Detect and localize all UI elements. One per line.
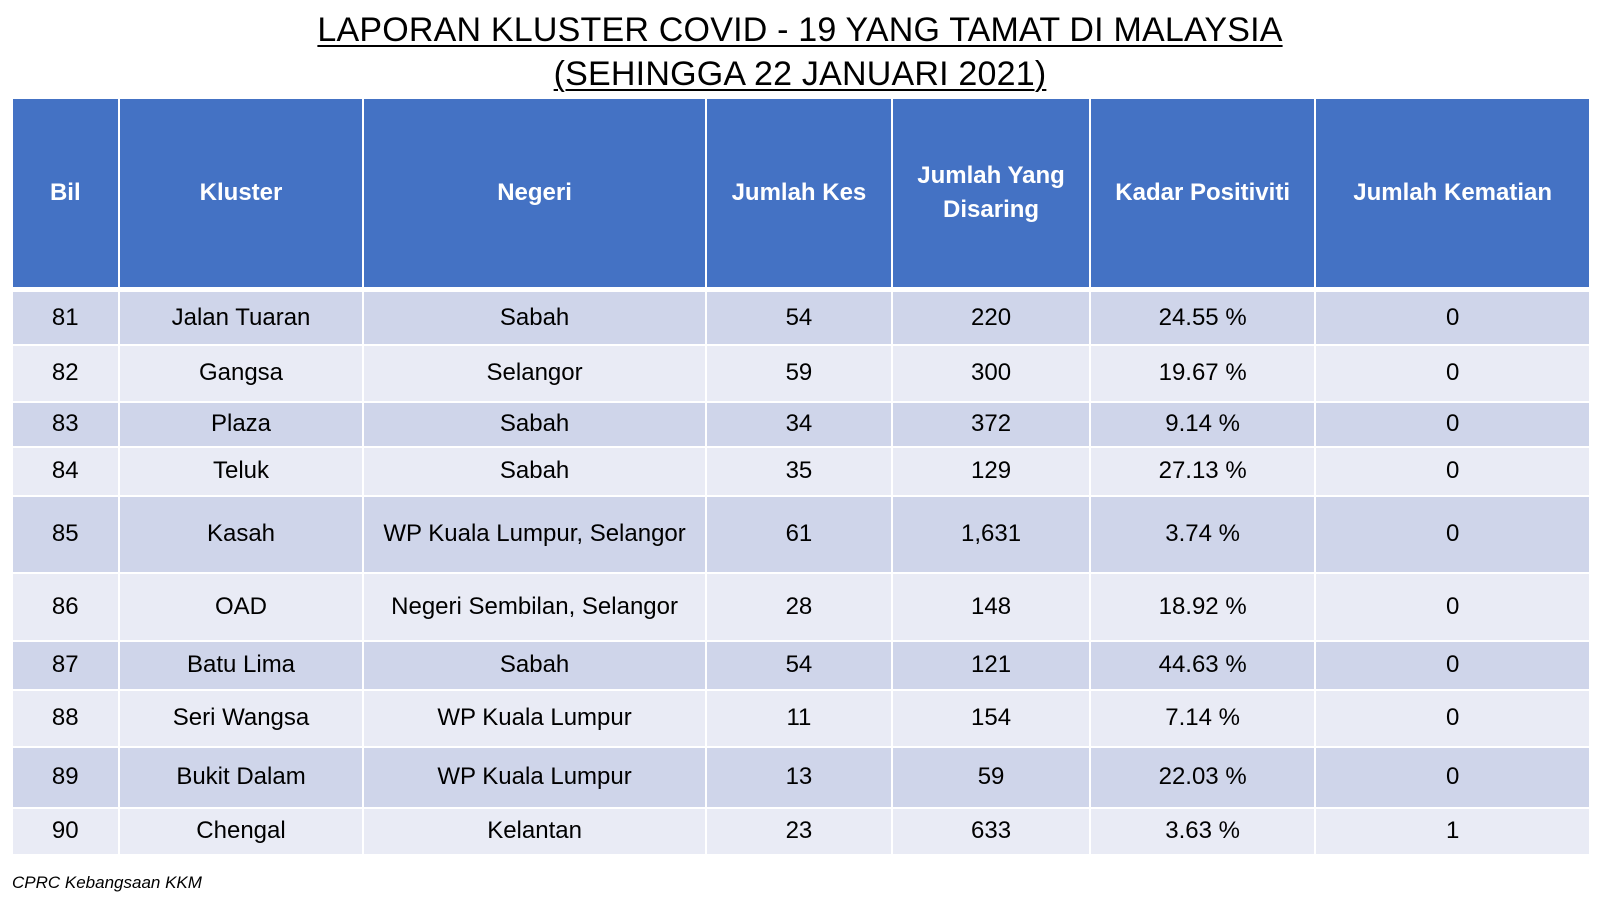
cell-negeri: Sabah — [362, 400, 707, 448]
cell-jumlah-disaring: 148 — [891, 571, 1091, 642]
cell-kadar-positiviti: 9.14 % — [1088, 400, 1317, 448]
header-kluster: Kluster — [117, 97, 365, 292]
cell-jumlah-kematian: 0 — [1314, 288, 1591, 346]
cell-bil: 90 — [11, 806, 120, 856]
table-row: 87 Batu Lima Sabah 54 121 44.63 % 0 — [11, 639, 1591, 691]
cell-jumlah-kematian: 0 — [1314, 688, 1591, 748]
cell-negeri: WP Kuala Lumpur, Selangor — [362, 494, 707, 574]
cell-jumlah-disaring: 129 — [891, 445, 1091, 497]
cell-bil: 84 — [11, 445, 120, 497]
cell-kluster: Teluk — [117, 445, 365, 497]
cell-jumlah-kes: 23 — [704, 806, 894, 856]
cell-jumlah-kematian: 0 — [1314, 639, 1591, 691]
table-row: 89 Bukit Dalam WP Kuala Lumpur 13 59 22.… — [11, 745, 1591, 809]
table-row: 85 Kasah WP Kuala Lumpur, Selangor 61 1,… — [11, 494, 1591, 574]
cell-kadar-positiviti: 7.14 % — [1088, 688, 1317, 748]
cell-bil: 83 — [11, 400, 120, 448]
cell-bil: 81 — [11, 288, 120, 346]
cell-jumlah-kes: 28 — [704, 571, 894, 642]
cell-negeri: Sabah — [362, 639, 707, 691]
cell-bil: 87 — [11, 639, 120, 691]
table-row: 84 Teluk Sabah 35 129 27.13 % 0 — [11, 445, 1591, 497]
cell-jumlah-kematian: 0 — [1314, 494, 1591, 574]
table-row: 82 Gangsa Selangor 59 300 19.67 % 0 — [11, 343, 1591, 403]
cell-jumlah-kes: 54 — [704, 639, 894, 691]
table-row: 81 Jalan Tuaran Sabah 54 220 24.55 % 0 — [11, 288, 1591, 346]
cell-jumlah-disaring: 154 — [891, 688, 1091, 748]
header-bil: Bil — [11, 97, 120, 292]
title-line-1: LAPORAN KLUSTER COVID - 19 YANG TAMAT DI… — [317, 11, 1283, 49]
cell-kluster: Bukit Dalam — [117, 745, 365, 809]
cell-kluster: Gangsa — [117, 343, 365, 403]
cell-jumlah-disaring: 372 — [891, 400, 1091, 448]
header-jumlah-disaring: Jumlah Yang Disaring — [891, 97, 1091, 292]
source-footnote: CPRC Kebangsaan KKM — [12, 873, 202, 892]
cell-jumlah-kematian: 0 — [1314, 745, 1591, 809]
cell-kadar-positiviti: 19.67 % — [1088, 343, 1317, 403]
table-row: 88 Seri Wangsa WP Kuala Lumpur 11 154 7.… — [11, 688, 1591, 748]
cell-jumlah-kes: 13 — [704, 745, 894, 809]
cell-jumlah-disaring: 300 — [891, 343, 1091, 403]
table-row: 86 OAD Negeri Sembilan, Selangor 28 148 … — [11, 571, 1591, 642]
header-jumlah-kematian: Jumlah Kematian — [1314, 97, 1591, 292]
cell-negeri: Selangor — [362, 343, 707, 403]
cell-kadar-positiviti: 3.63 % — [1088, 806, 1317, 856]
cell-jumlah-disaring: 121 — [891, 639, 1091, 691]
cell-jumlah-disaring: 1,631 — [891, 494, 1091, 574]
cluster-table: Bil Kluster Negeri Jumlah Kes Jumlah Yan… — [11, 97, 1591, 856]
cell-jumlah-kematian: 0 — [1314, 343, 1591, 403]
cell-jumlah-kes: 11 — [704, 688, 894, 748]
cell-bil: 82 — [11, 343, 120, 403]
cell-kadar-positiviti: 3.74 % — [1088, 494, 1317, 574]
cell-negeri: WP Kuala Lumpur — [362, 745, 707, 809]
cell-kadar-positiviti: 44.63 % — [1088, 639, 1317, 691]
cell-jumlah-kes: 54 — [704, 288, 894, 346]
cell-jumlah-disaring: 59 — [891, 745, 1091, 809]
cell-kluster: Kasah — [117, 494, 365, 574]
cell-jumlah-kematian: 0 — [1314, 400, 1591, 448]
cell-kluster: Seri Wangsa — [117, 688, 365, 748]
cell-negeri: Sabah — [362, 445, 707, 497]
cell-negeri: Kelantan — [362, 806, 707, 856]
cell-kluster: Plaza — [117, 400, 365, 448]
cell-jumlah-kematian: 1 — [1314, 806, 1591, 856]
cell-jumlah-kes: 34 — [704, 400, 894, 448]
cell-kluster: Jalan Tuaran — [117, 288, 365, 346]
cell-bil: 89 — [11, 745, 120, 809]
cell-kluster: OAD — [117, 571, 365, 642]
table-header-row: Bil Kluster Negeri Jumlah Kes Jumlah Yan… — [11, 97, 1591, 292]
header-negeri: Negeri — [362, 97, 707, 292]
cell-bil: 86 — [11, 571, 120, 642]
cell-bil: 88 — [11, 688, 120, 748]
cell-negeri: Negeri Sembilan, Selangor — [362, 571, 707, 642]
cell-negeri: WP Kuala Lumpur — [362, 688, 707, 748]
cell-jumlah-kematian: 0 — [1314, 571, 1591, 642]
header-kadar-positiviti: Kadar Positiviti — [1088, 97, 1317, 292]
cell-kadar-positiviti: 27.13 % — [1088, 445, 1317, 497]
cell-kluster: Chengal — [117, 806, 365, 856]
cell-jumlah-kes: 61 — [704, 494, 894, 574]
table-row: 90 Chengal Kelantan 23 633 3.63 % 1 — [11, 806, 1591, 856]
cell-jumlah-kematian: 0 — [1314, 445, 1591, 497]
cell-jumlah-kes: 35 — [704, 445, 894, 497]
cell-kluster: Batu Lima — [117, 639, 365, 691]
header-jumlah-kes: Jumlah Kes — [704, 97, 894, 292]
cell-kadar-positiviti: 22.03 % — [1088, 745, 1317, 809]
title-line-2: (SEHINGGA 22 JANUARI 2021) — [553, 55, 1047, 93]
cell-kadar-positiviti: 18.92 % — [1088, 571, 1317, 642]
cell-kadar-positiviti: 24.55 % — [1088, 288, 1317, 346]
cell-jumlah-disaring: 633 — [891, 806, 1091, 856]
table-row: 83 Plaza Sabah 34 372 9.14 % 0 — [11, 400, 1591, 448]
cell-jumlah-kes: 59 — [704, 343, 894, 403]
page-title: LAPORAN KLUSTER COVID - 19 YANG TAMAT DI… — [0, 8, 1600, 96]
cell-jumlah-disaring: 220 — [891, 288, 1091, 346]
cell-bil: 85 — [11, 494, 120, 574]
cell-negeri: Sabah — [362, 288, 707, 346]
